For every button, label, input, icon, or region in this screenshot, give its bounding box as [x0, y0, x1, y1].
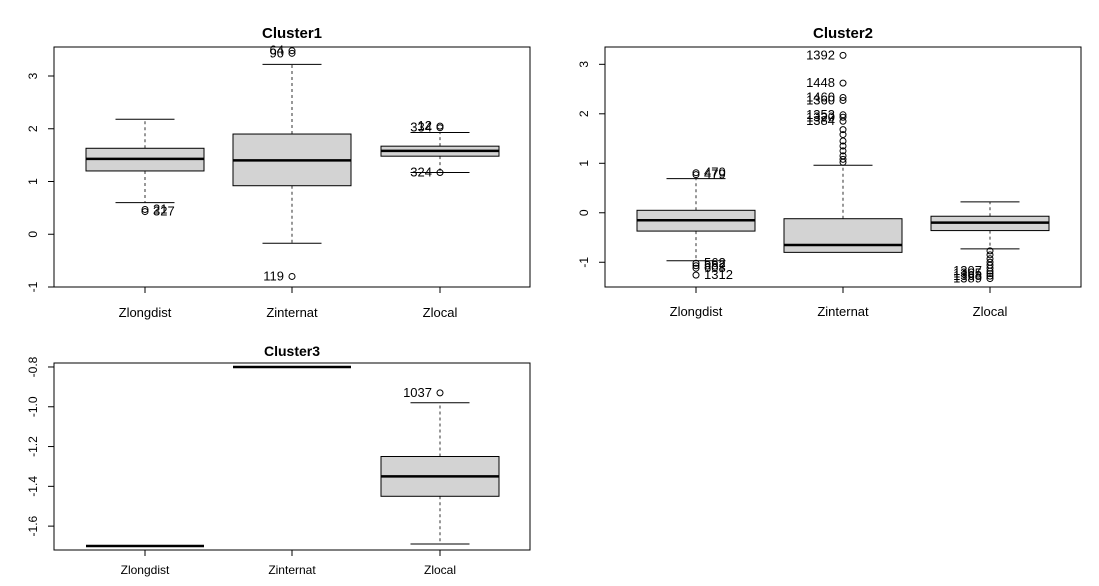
outlier-label: 1365 — [953, 266, 982, 281]
outlier-label: 324 — [410, 165, 432, 180]
outlier-point — [986, 247, 994, 255]
x-tick-label: Zlocal — [973, 304, 1008, 319]
outlier-point — [839, 93, 847, 101]
y-tick-label: 2 — [577, 110, 591, 117]
outlier-label: 1384 — [806, 113, 835, 128]
outlier-point — [839, 126, 847, 134]
y-tick-label: 1 — [577, 160, 591, 167]
y-tick-label: 3 — [26, 72, 40, 79]
outlier-point — [692, 171, 700, 179]
x-tick-label: Zlongdist — [670, 304, 723, 319]
outlier-label: 1392 — [806, 47, 835, 62]
outlier-point — [839, 113, 847, 121]
x-tick-label: Zinternat — [268, 563, 316, 577]
outlier-label: 1368 — [953, 268, 982, 283]
outlier-label: 1307 — [953, 263, 982, 278]
outlier-label: 1312 — [704, 267, 733, 282]
outlier-label: 12 — [418, 118, 432, 133]
outlier-label: 119 — [263, 268, 284, 283]
outlier-label: 1389 — [953, 271, 982, 286]
outlier-label: 470 — [704, 165, 726, 180]
y-tick-label: -1 — [577, 257, 591, 268]
y-tick-label: -1.4 — [26, 476, 40, 497]
x-tick-label: Zlocal — [423, 305, 458, 320]
outlier-point — [986, 275, 994, 283]
outlier-point — [436, 169, 444, 177]
chart-title: Cluster1 — [262, 25, 322, 42]
outlier-point — [986, 264, 994, 272]
outlier-point — [986, 272, 994, 280]
outlier-label: 1460 — [806, 89, 835, 104]
y-tick-label: 1 — [26, 178, 40, 185]
outlier-point — [839, 158, 847, 166]
outlier-label: 479 — [704, 167, 726, 182]
y-tick-label: -1.0 — [26, 396, 40, 417]
outlier-label: 64 — [270, 43, 284, 58]
outlier-label: 582 — [704, 258, 726, 273]
y-tick-label: -1.2 — [26, 436, 40, 457]
outlier-point — [839, 79, 847, 87]
outlier-label: 1353 — [806, 107, 835, 122]
outlier-point — [839, 147, 847, 155]
outlier-label: 562 — [704, 255, 726, 270]
outlier-label: 327 — [153, 204, 175, 219]
y-tick-label: 0 — [26, 231, 40, 238]
y-tick-label: -1 — [26, 281, 40, 292]
outlier-point — [839, 96, 847, 104]
outlier-label: 90 — [270, 45, 284, 60]
y-tick-label: 3 — [577, 61, 591, 68]
x-tick-label: Zlocal — [424, 563, 456, 577]
outlier-point — [692, 262, 700, 270]
box-zlocal: 1037 — [380, 385, 500, 545]
outlier-point — [839, 155, 847, 163]
outlier-label: 1320 — [806, 109, 835, 124]
boxplot-panel-2: Cluster2 -1 0 1 2 3 Zlongdist Zinternat Zlocal 47… — [577, 25, 1082, 319]
outlier-point — [839, 137, 847, 145]
iqr-box — [783, 218, 903, 253]
y-tick-label: -1.6 — [26, 515, 40, 536]
outlier-label: 334 — [410, 120, 432, 135]
chart-title: Cluster3 — [264, 343, 320, 359]
chart-title: Cluster2 — [813, 25, 873, 42]
outlier-point — [986, 251, 994, 259]
outlier-point — [141, 208, 149, 216]
outlier-point — [986, 267, 994, 275]
x-tick-label: Zlongdist — [119, 305, 172, 320]
outlier-point — [839, 51, 847, 59]
outlier-point — [839, 117, 847, 125]
outlier-point — [288, 272, 296, 280]
outlier-point — [692, 264, 700, 272]
x-tick-label: Zinternat — [817, 304, 869, 319]
outlier-point — [288, 47, 296, 55]
outlier-label: 1448 — [806, 75, 835, 90]
outlier-point — [986, 270, 994, 278]
y-tick-label: -0.8 — [26, 356, 40, 377]
y-tick-label: 2 — [26, 125, 40, 132]
outlier-point — [141, 205, 149, 213]
outlier-label: 1037 — [403, 385, 432, 400]
outlier-label: 21 — [153, 201, 167, 216]
outlier-point — [436, 124, 444, 132]
boxplot-panel-3: Cluster3 -1.6 -1.4 -1.2 -1.0 -0.8 Zlongdist Zin… — [26, 343, 531, 577]
x-tick-label: Zlongdist — [121, 563, 170, 577]
outlier-label: 1360 — [806, 92, 835, 107]
outlier-point — [692, 259, 700, 267]
y-tick-label: 0 — [577, 209, 591, 216]
outlier-point — [288, 49, 296, 57]
x-tick-label: Zinternat — [266, 305, 318, 320]
outlier-point — [436, 389, 444, 397]
outlier-point — [692, 169, 700, 177]
outlier-point — [839, 142, 847, 150]
outlier-label: 603 — [704, 260, 726, 275]
outlier-point — [692, 271, 700, 279]
